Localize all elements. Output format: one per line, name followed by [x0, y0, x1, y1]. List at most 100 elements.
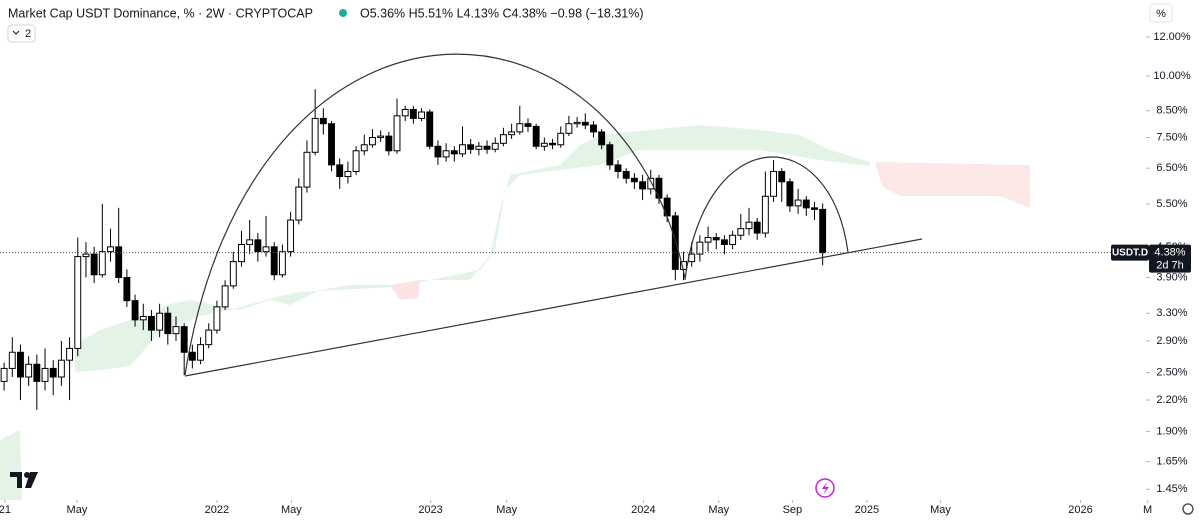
candle-body [131, 300, 139, 321]
x-tick-label: May [281, 504, 302, 516]
candle-body [508, 131, 516, 136]
y-tick-label: 6.50% [1156, 162, 1187, 174]
x-tick-label: 2023 [418, 504, 442, 516]
candle-body [450, 150, 458, 155]
candle-body [483, 145, 491, 150]
candle-body [786, 181, 794, 207]
candle-body [164, 312, 172, 335]
candle-body [737, 228, 745, 236]
candle-body [753, 221, 761, 234]
candle-body [238, 243, 245, 263]
y-tick-label: 2.20% [1156, 394, 1187, 406]
candle-body [262, 246, 270, 253]
x-tick-label: 21 [0, 504, 11, 516]
candle-body [328, 123, 335, 166]
candle-body [475, 145, 483, 150]
indicator-toggle[interactable] [7, 24, 36, 43]
candle-body [385, 135, 393, 152]
candle-body [770, 170, 777, 197]
candle-body [303, 151, 311, 188]
candle-body [459, 144, 466, 155]
candle-body [156, 312, 164, 331]
candle-body [360, 144, 368, 152]
candle-body [434, 145, 442, 158]
candle-body [622, 170, 630, 179]
candles [0, 89, 827, 410]
cloud-red-small [390, 281, 420, 300]
candle-body [377, 135, 385, 139]
x-tick-label: May [496, 504, 517, 516]
candle-body [25, 363, 33, 378]
symbol-tag: USDT.D [1112, 247, 1148, 258]
candle-body [295, 186, 303, 221]
candle-body [647, 177, 655, 190]
ohlc-legend: O5.36% H5.51% L4.13% C4.38% −0.98 (−18.3… [360, 6, 644, 20]
candle-body [205, 329, 213, 346]
y-tick-label: 8.50% [1156, 105, 1187, 117]
candle-body [311, 117, 319, 153]
candle-body [147, 316, 155, 331]
candle-body [581, 121, 589, 126]
candle-body [123, 276, 131, 302]
axis-unit: % [1156, 8, 1166, 20]
price-tag-box [1149, 244, 1191, 273]
scale-mode-button[interactable] [1149, 3, 1173, 23]
price-tag: 4.38% [1154, 247, 1185, 259]
candle-body [524, 123, 532, 127]
candle-body [491, 142, 499, 150]
candle-body [319, 117, 327, 125]
plot-area [0, 53, 1030, 500]
x-tick-label: May [708, 504, 729, 516]
candle-body [712, 237, 720, 241]
arc-big [184, 53, 686, 376]
candle-body [41, 367, 49, 382]
candle-body [82, 253, 90, 258]
cloud-green [75, 125, 870, 372]
candle-body [344, 170, 352, 178]
candle-body [467, 144, 475, 150]
y-tick-label: 3.90% [1156, 271, 1187, 283]
candle-body [393, 115, 401, 152]
candle-body [221, 285, 229, 308]
status-dot [339, 9, 347, 17]
candle-body [557, 132, 565, 146]
x-tick-label: May [67, 504, 88, 516]
chevron-icon [12, 30, 20, 35]
candle-body [180, 326, 188, 353]
axes: 12.00%10.00%8.50%7.50%6.50%5.50%4.50%3.9… [0, 31, 1191, 516]
candle-body [540, 142, 548, 147]
candle-body [213, 306, 221, 331]
settings-icon[interactable] [1182, 503, 1194, 515]
cloud-red [875, 162, 1030, 208]
candle-body [0, 367, 8, 382]
candle-body [287, 219, 295, 253]
candle-body [499, 134, 507, 144]
candle-body [98, 251, 106, 276]
x-tick-label: 2026 [1068, 504, 1092, 516]
candle-body [573, 121, 581, 125]
candle-body [606, 144, 614, 166]
candle-body [590, 124, 597, 133]
y-tick-label: 1.45% [1156, 483, 1187, 495]
candle-body [671, 215, 679, 270]
candle-body [278, 251, 286, 276]
y-tick-label: 3.30% [1156, 307, 1187, 319]
candle-body [442, 150, 450, 158]
y-tick-label: 10.00% [1153, 70, 1191, 82]
candle-body [630, 177, 638, 183]
candle-body [778, 170, 786, 183]
candle-body [639, 181, 647, 190]
candle-body [655, 177, 663, 199]
candle-body [369, 137, 376, 146]
candle-body [745, 221, 753, 230]
candle-body [704, 237, 712, 243]
candle-body [270, 246, 278, 276]
candle-body [17, 351, 24, 378]
x-tick-label: 2022 [205, 504, 229, 516]
candle-body [172, 326, 180, 335]
candle-body [49, 367, 57, 378]
candle-body [115, 246, 123, 278]
y-tick-label: 2.90% [1156, 335, 1187, 347]
candle-body [426, 111, 434, 147]
